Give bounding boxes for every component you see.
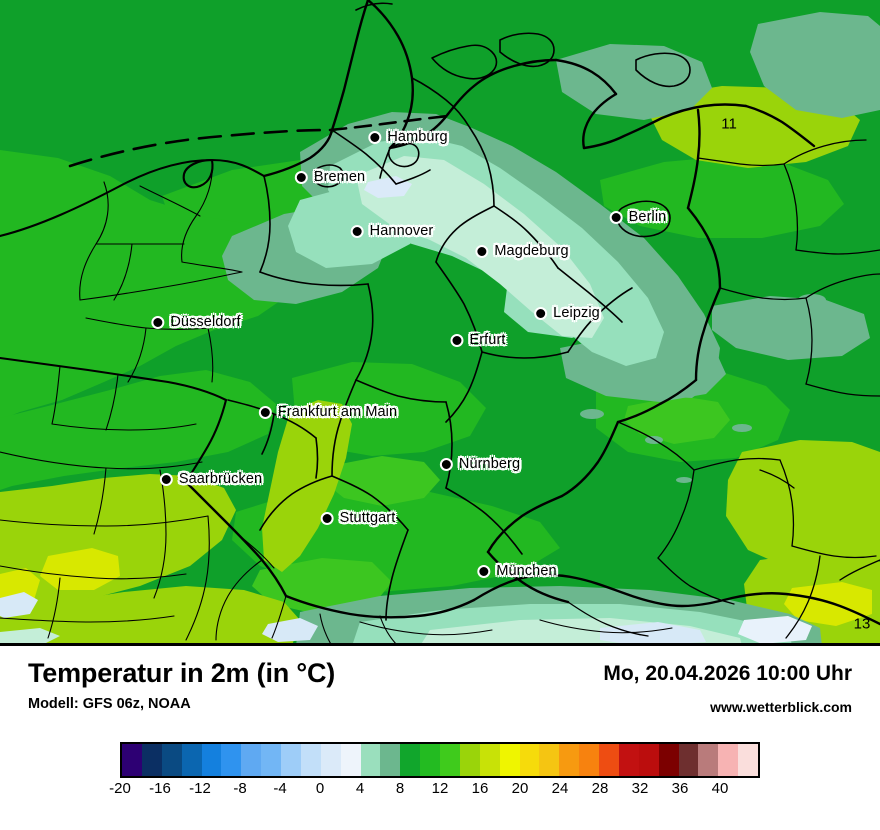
colorbar-tick-label: 4 (355, 780, 365, 797)
colorbar (120, 742, 760, 778)
colorbar-swatch (161, 744, 182, 776)
field-band-yellowgreen-bottomleft (0, 586, 300, 643)
colorbar-tick-label: 24 (551, 780, 569, 797)
colorbar-tick-label: 0 (315, 780, 325, 797)
colorbar-swatch (618, 744, 639, 776)
colorbar-tick-label: -16 (149, 780, 171, 797)
colorbar-swatch (459, 744, 480, 776)
colorbar-swatch (559, 744, 580, 776)
field-core-palemint-left (0, 628, 60, 643)
colorbar-tick-label: -8 (233, 780, 247, 797)
footer: Temperatur in 2m (in °C) Modell: GFS 06z… (0, 646, 880, 830)
colorbar-ticks: -20 -16 -12 -8 -4 0 4 8 12 16 20 24 28 32 36 40 (109, 780, 760, 804)
colorbar-swatch (400, 744, 421, 776)
model-info: Modell: GFS 06z, NOAA (28, 696, 191, 712)
colorbar-tick-label: 12 (431, 780, 449, 797)
field-patch-midgreen-c (324, 456, 440, 506)
field-band-sage-ne (556, 44, 712, 120)
colorbar-swatch (539, 744, 560, 776)
field-spot-palest-alps3 (738, 616, 812, 643)
colorbar-swatch (261, 744, 281, 776)
field-band-brightgreen-ne (600, 156, 844, 238)
colorbar-legend: -20 -16 -12 -8 -4 0 4 8 12 16 20 24 28 32 36 40 (0, 742, 880, 826)
colorbar-swatch (360, 744, 381, 776)
colorbar-swatch (420, 744, 440, 776)
colorbar-swatch (440, 744, 460, 776)
colorbar-swatches (122, 744, 758, 776)
colorbar-tick-label: 16 (471, 780, 489, 797)
map-borders (0, 0, 880, 643)
colorbar-swatch (599, 744, 619, 776)
colorbar-tick-label: 28 (591, 780, 609, 797)
colorbar-swatch (579, 744, 599, 776)
colorbar-tick-label: 32 (631, 780, 649, 797)
colorbar-swatch (300, 744, 321, 776)
colorbar-swatch (141, 744, 162, 776)
temperature-map[interactable]: Hamburg Bremen Hannover Berlin Magdeburg… (0, 0, 880, 646)
colorbar-swatch (519, 744, 540, 776)
colorbar-swatch (340, 744, 361, 776)
colorbar-swatch (380, 744, 401, 776)
field-spot-palest-hannover (364, 176, 412, 198)
temperature-field (0, 0, 880, 643)
field-spot-palest-alps1 (600, 622, 706, 643)
colorbar-swatch (698, 744, 719, 776)
colorbar-swatch (499, 744, 520, 776)
colorbar-tick-label: -4 (273, 780, 287, 797)
field-band-sage-eastern2 (712, 296, 870, 360)
field-band-yellowgreen-se (726, 440, 880, 572)
colorbar-swatch (738, 744, 758, 776)
colorbar-swatch (718, 744, 739, 776)
colorbar-swatch (241, 744, 262, 776)
colorbar-tick-label: 36 (671, 780, 689, 797)
colorbar-swatch (678, 744, 699, 776)
colorbar-swatch (181, 744, 202, 776)
colorbar-swatch (658, 744, 679, 776)
colorbar-swatch (201, 744, 222, 776)
colorbar-swatch (221, 744, 242, 776)
colorbar-tick-label: 40 (711, 780, 729, 797)
field-spot-palest-alps2 (262, 618, 318, 642)
site-url[interactable]: www.wetterblick.com (710, 699, 852, 715)
colorbar-swatch (320, 744, 341, 776)
valid-time: Mo, 20.04.2026 10:00 Uhr (603, 662, 852, 685)
field-spot-yellow-se (784, 582, 872, 626)
colorbar-swatch (479, 744, 500, 776)
field-band-sage-eastcorner (750, 12, 880, 118)
footer-header: Temperatur in 2m (in °C) Modell: GFS 06z… (0, 646, 880, 738)
map-canvas (0, 0, 880, 643)
page-title: Temperatur in 2m (in °C) (28, 658, 336, 688)
colorbar-tick-label: -20 (109, 780, 131, 797)
colorbar-tick-label: -12 (189, 780, 211, 797)
colorbar-swatch (281, 744, 301, 776)
colorbar-tick-label: 20 (511, 780, 529, 797)
field-spot-palest-sw (0, 592, 38, 618)
colorbar-swatch (122, 744, 142, 776)
field-patch-midgreen-e (252, 558, 392, 614)
colorbar-swatch (638, 744, 659, 776)
colorbar-tick-label: 8 (395, 780, 405, 797)
